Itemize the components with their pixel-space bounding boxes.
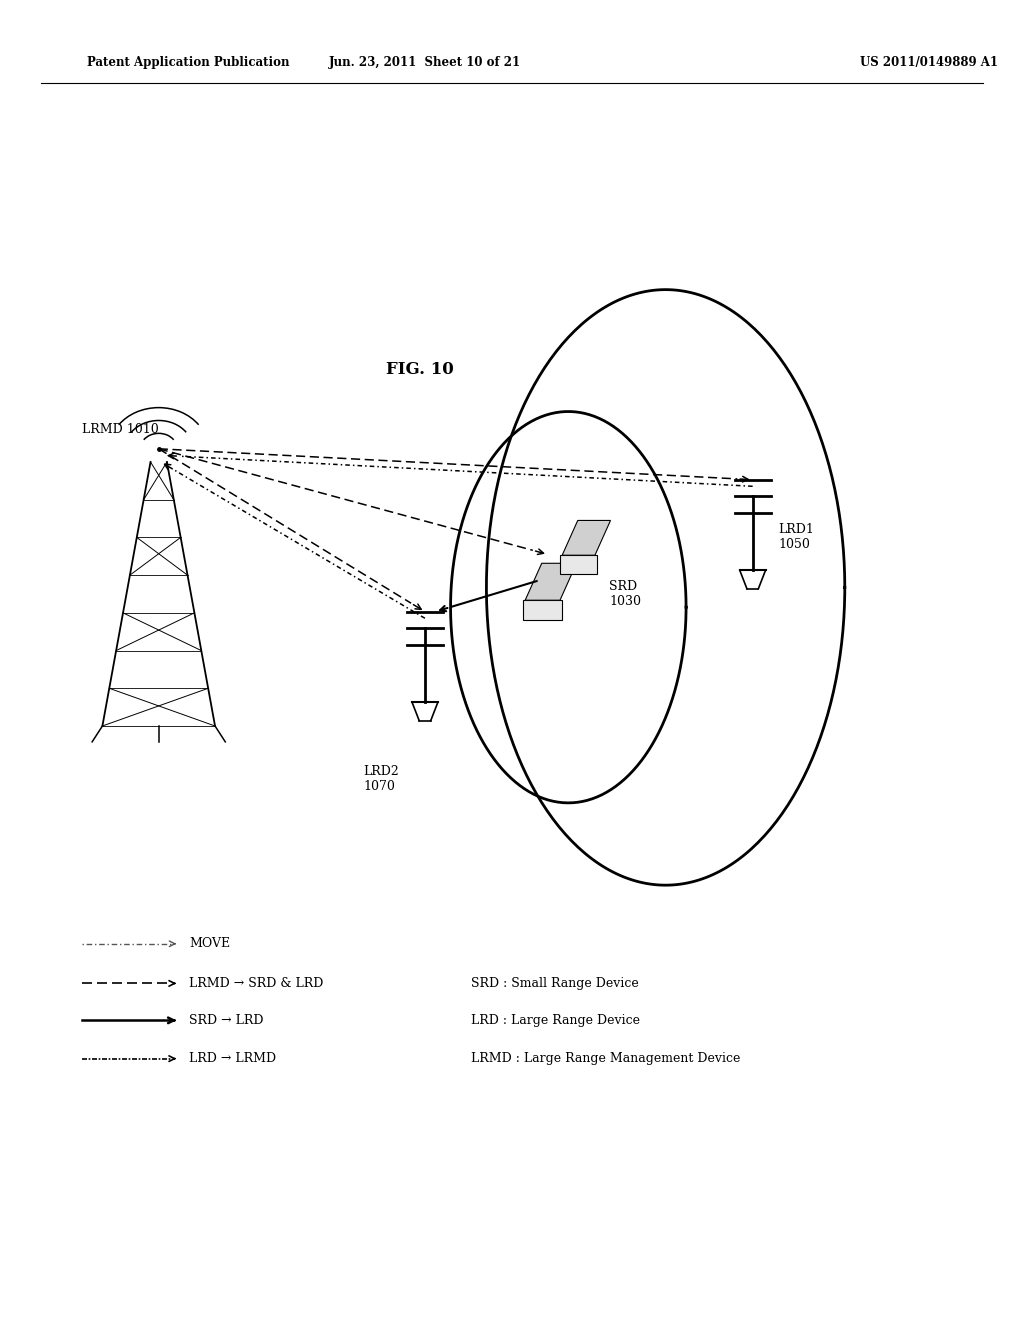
Text: LRMD 1010: LRMD 1010 [82, 422, 159, 436]
Text: SRD : Small Range Device: SRD : Small Range Device [471, 977, 639, 990]
Polygon shape [523, 601, 562, 620]
Text: FIG. 10: FIG. 10 [386, 362, 454, 378]
Text: SRD
1030: SRD 1030 [609, 579, 641, 609]
Text: MOVE: MOVE [189, 937, 230, 950]
Text: LRD → LRMD: LRD → LRMD [189, 1052, 276, 1065]
Text: LRMD → SRD & LRD: LRMD → SRD & LRD [189, 977, 324, 990]
Text: SRD → LRD: SRD → LRD [189, 1014, 264, 1027]
Text: LRD : Large Range Device: LRD : Large Range Device [471, 1014, 640, 1027]
Polygon shape [560, 556, 597, 574]
Text: Jun. 23, 2011  Sheet 10 of 21: Jun. 23, 2011 Sheet 10 of 21 [329, 55, 521, 69]
Text: LRD1
1050: LRD1 1050 [778, 523, 814, 552]
Text: Patent Application Publication: Patent Application Publication [87, 55, 290, 69]
Polygon shape [525, 564, 577, 601]
Text: US 2011/0149889 A1: US 2011/0149889 A1 [860, 55, 998, 69]
Polygon shape [562, 520, 610, 556]
Text: LRMD : Large Range Management Device: LRMD : Large Range Management Device [471, 1052, 740, 1065]
Text: LRD2
1070: LRD2 1070 [364, 764, 399, 793]
